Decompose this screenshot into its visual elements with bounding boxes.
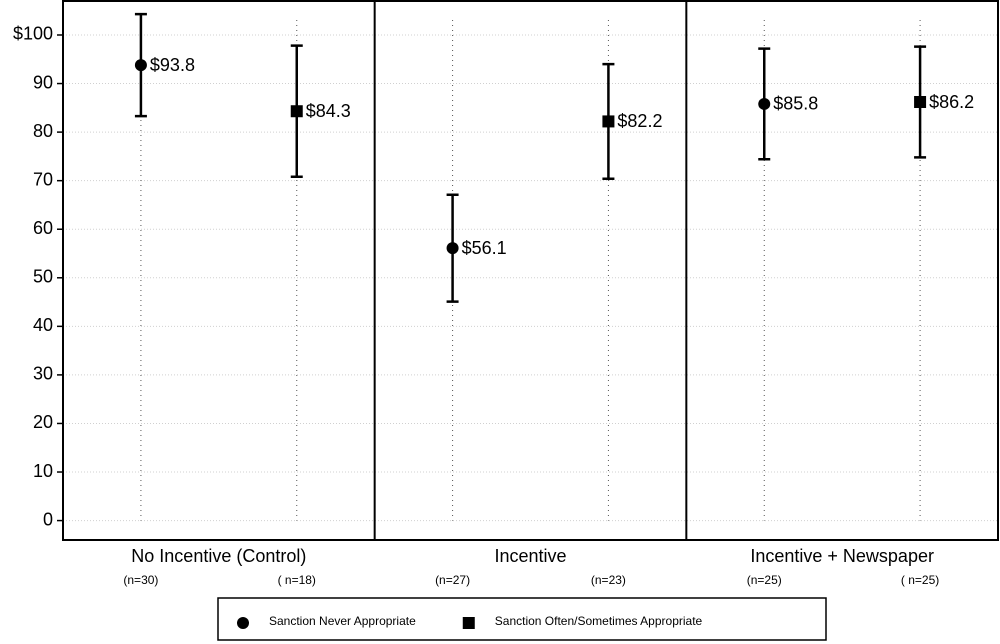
marker <box>290 105 303 118</box>
y-tick-label: 50 <box>33 267 53 287</box>
y-tick-label: $100 <box>13 24 53 44</box>
y-tick-label: 40 <box>33 315 53 335</box>
value-label: $82.2 <box>617 111 662 131</box>
plot-frame <box>62 0 999 541</box>
marker <box>758 97 771 110</box>
x-tick-label: Incentive + Newspaper <box>750 546 934 566</box>
value-label: $86.2 <box>929 92 974 112</box>
marker <box>134 59 147 72</box>
y-tick-label: 20 <box>33 412 53 432</box>
sample-label: (n=25) <box>747 573 782 587</box>
marker <box>602 115 615 128</box>
sample-label: (n=23) <box>591 573 626 587</box>
sample-label: (n=27) <box>435 573 470 587</box>
marker <box>914 96 927 109</box>
sample-label: (n=30) <box>123 573 158 587</box>
value-label: $85.8 <box>773 94 818 114</box>
sample-label: ( n=25) <box>901 573 939 587</box>
sample-label: ( n=18) <box>278 573 316 587</box>
legend-marker <box>237 617 249 629</box>
legend-label: Sanction Often/Sometimes Appropriate <box>495 614 703 628</box>
x-tick-label: No Incentive (Control) <box>131 546 306 566</box>
y-tick-label: 10 <box>33 461 53 481</box>
y-tick-label: 0 <box>43 509 53 529</box>
y-tick-label: 90 <box>33 72 53 92</box>
value-label: $84.3 <box>306 101 351 121</box>
legend-label: Sanction Never Appropriate <box>269 614 416 628</box>
y-tick-label: 80 <box>33 121 53 141</box>
marker <box>446 242 459 255</box>
legend-marker <box>462 617 475 629</box>
x-tick-label: Incentive <box>494 546 566 566</box>
legend-box <box>217 597 827 641</box>
y-tick-label: 70 <box>33 169 53 189</box>
y-tick-label: 30 <box>33 364 53 384</box>
value-label: $93.8 <box>150 55 195 75</box>
y-tick-label: 60 <box>33 218 53 238</box>
value-label: $56.1 <box>462 238 507 258</box>
